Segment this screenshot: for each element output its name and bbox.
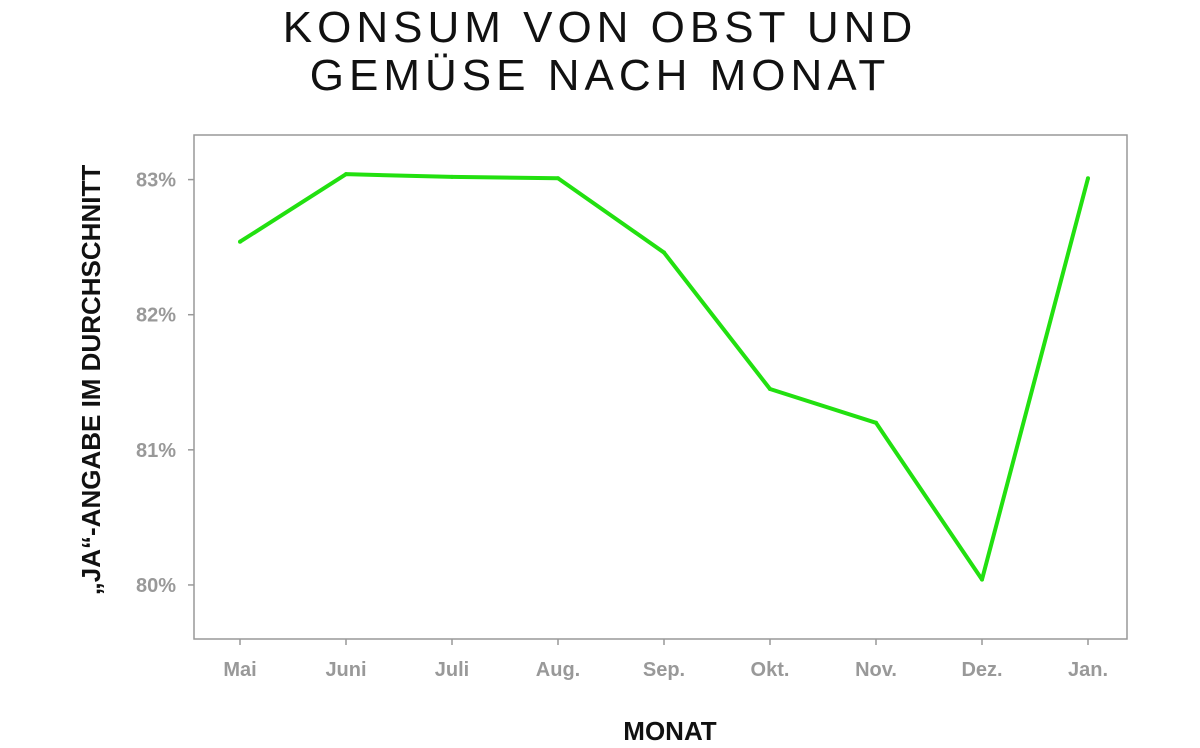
y-tick-label: 80% bbox=[136, 575, 176, 597]
x-tick-label: Juni bbox=[325, 659, 366, 681]
x-tick-label: Dez. bbox=[961, 659, 1002, 681]
data-point bbox=[344, 172, 348, 177]
y-axis-label: „JA“-ANGABE IM DURCHSCHNITT bbox=[76, 165, 106, 596]
data-point bbox=[874, 420, 878, 425]
data-point bbox=[662, 250, 666, 255]
chart-title-line-1: KONSUM VON OBST UND bbox=[282, 3, 918, 52]
x-axis-label: MONAT bbox=[623, 716, 717, 746]
data-point bbox=[238, 239, 242, 244]
chart-title: KONSUM VON OBST UND GEMÜSE NACH MONAT bbox=[0, 4, 1200, 100]
data-point bbox=[556, 176, 560, 181]
x-tick-label: Aug. bbox=[536, 659, 580, 681]
x-tick-label: Jan. bbox=[1068, 659, 1108, 681]
data-point bbox=[980, 577, 984, 582]
y-tick-label: 81% bbox=[136, 440, 176, 462]
x-tick-label: Sep. bbox=[643, 659, 685, 681]
x-tick-label: Juli bbox=[435, 659, 469, 681]
x-tick-label: Mai bbox=[223, 659, 256, 681]
x-tick-label: Okt. bbox=[751, 659, 790, 681]
data-point bbox=[1086, 176, 1090, 181]
series-line bbox=[238, 172, 1090, 582]
data-point bbox=[768, 387, 772, 392]
plot-frame bbox=[193, 134, 1128, 640]
chart-title-line-2: GEMÜSE NACH MONAT bbox=[309, 51, 891, 100]
y-tick-label: 83% bbox=[136, 170, 176, 192]
y-tick-label: 82% bbox=[136, 305, 176, 327]
data-point bbox=[450, 174, 454, 179]
x-tick-label: Nov. bbox=[855, 659, 897, 681]
